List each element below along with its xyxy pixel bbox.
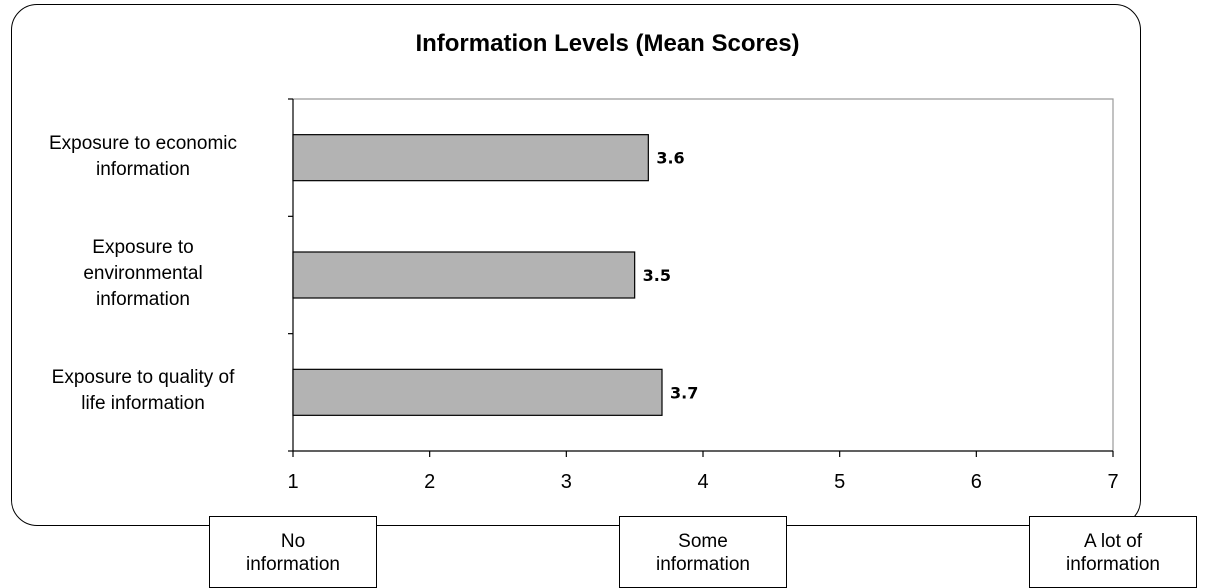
data-label: 3.6 <box>656 149 684 168</box>
data-label: 3.7 <box>670 383 698 402</box>
bar <box>292 251 636 299</box>
data-label: 3.5 <box>643 266 671 285</box>
category-label: Exposure to quality of life information <box>51 367 235 415</box>
scale-anchor-box: No information <box>209 516 377 588</box>
x-tick-label: 2 <box>424 471 435 493</box>
plot-area-border <box>293 98 1114 451</box>
bar <box>292 368 663 416</box>
x-tick-label: 3 <box>561 471 572 493</box>
category-label: Exposure to economic information <box>49 132 237 180</box>
chart-title: Information Levels (Mean Scores) <box>415 30 800 57</box>
x-tick-label: 1 <box>287 471 298 493</box>
x-tick-label: 7 <box>1107 471 1118 493</box>
bar <box>292 134 649 182</box>
category-label: Exposure to environmental information <box>83 237 203 310</box>
scale-anchor-box: Some information <box>619 516 787 588</box>
x-tick-label: 6 <box>971 471 982 493</box>
x-tick-label: 5 <box>834 471 845 493</box>
scale-anchor-box: A lot of information <box>1029 516 1197 588</box>
x-tick-label: 4 <box>697 471 708 493</box>
